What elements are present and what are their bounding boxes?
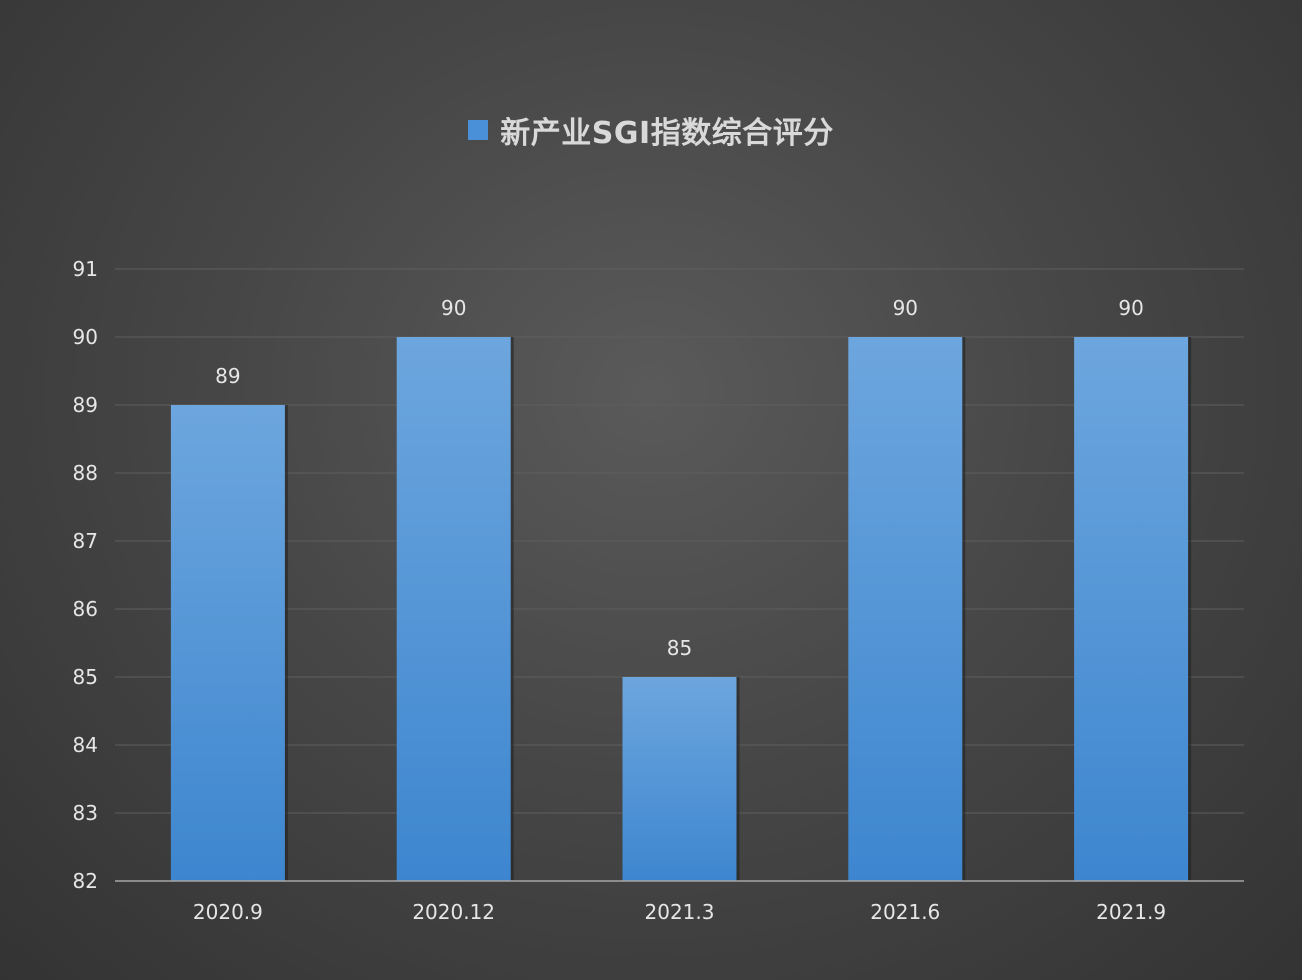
legend-series-name: 新产业SGI指数综合评分 xyxy=(500,116,834,151)
y-tick-label: 86 xyxy=(73,597,98,621)
data-label: 90 xyxy=(893,296,918,320)
y-tick-label: 82 xyxy=(73,869,98,893)
y-tick-label: 90 xyxy=(73,325,98,349)
y-tick-label: 84 xyxy=(73,733,98,757)
data-label: 89 xyxy=(215,364,240,388)
x-axis-ticks: 2020.9 2020.12 2021.3 2021.6 2021.9 xyxy=(193,900,1166,924)
bar xyxy=(848,337,963,881)
x-tick-label: 2021.3 xyxy=(645,900,715,924)
bar xyxy=(1074,337,1189,881)
x-tick-label: 2020.9 xyxy=(193,900,263,924)
data-labels: 89 90 85 90 90 xyxy=(215,296,1144,660)
bar xyxy=(170,405,285,881)
data-label: 90 xyxy=(1118,296,1143,320)
y-axis-ticks: 82 83 84 85 86 87 88 89 90 91 xyxy=(73,257,98,893)
y-tick-label: 89 xyxy=(73,393,98,417)
x-tick-label: 2020.12 xyxy=(412,900,495,924)
chart-legend: 新产业SGI指数综合评分 xyxy=(0,108,1302,152)
y-tick-label: 87 xyxy=(73,529,98,553)
y-tick-label: 85 xyxy=(73,665,98,689)
y-tick-label: 91 xyxy=(73,257,98,281)
data-label: 85 xyxy=(667,636,692,660)
data-label: 90 xyxy=(441,296,466,320)
y-tick-label: 83 xyxy=(73,801,98,825)
y-tick-label: 88 xyxy=(73,461,98,485)
bar xyxy=(396,337,511,881)
bars xyxy=(170,337,1192,881)
bar xyxy=(622,677,737,881)
x-tick-label: 2021.6 xyxy=(870,900,940,924)
legend-swatch xyxy=(468,120,489,140)
x-tick-label: 2021.9 xyxy=(1096,900,1166,924)
